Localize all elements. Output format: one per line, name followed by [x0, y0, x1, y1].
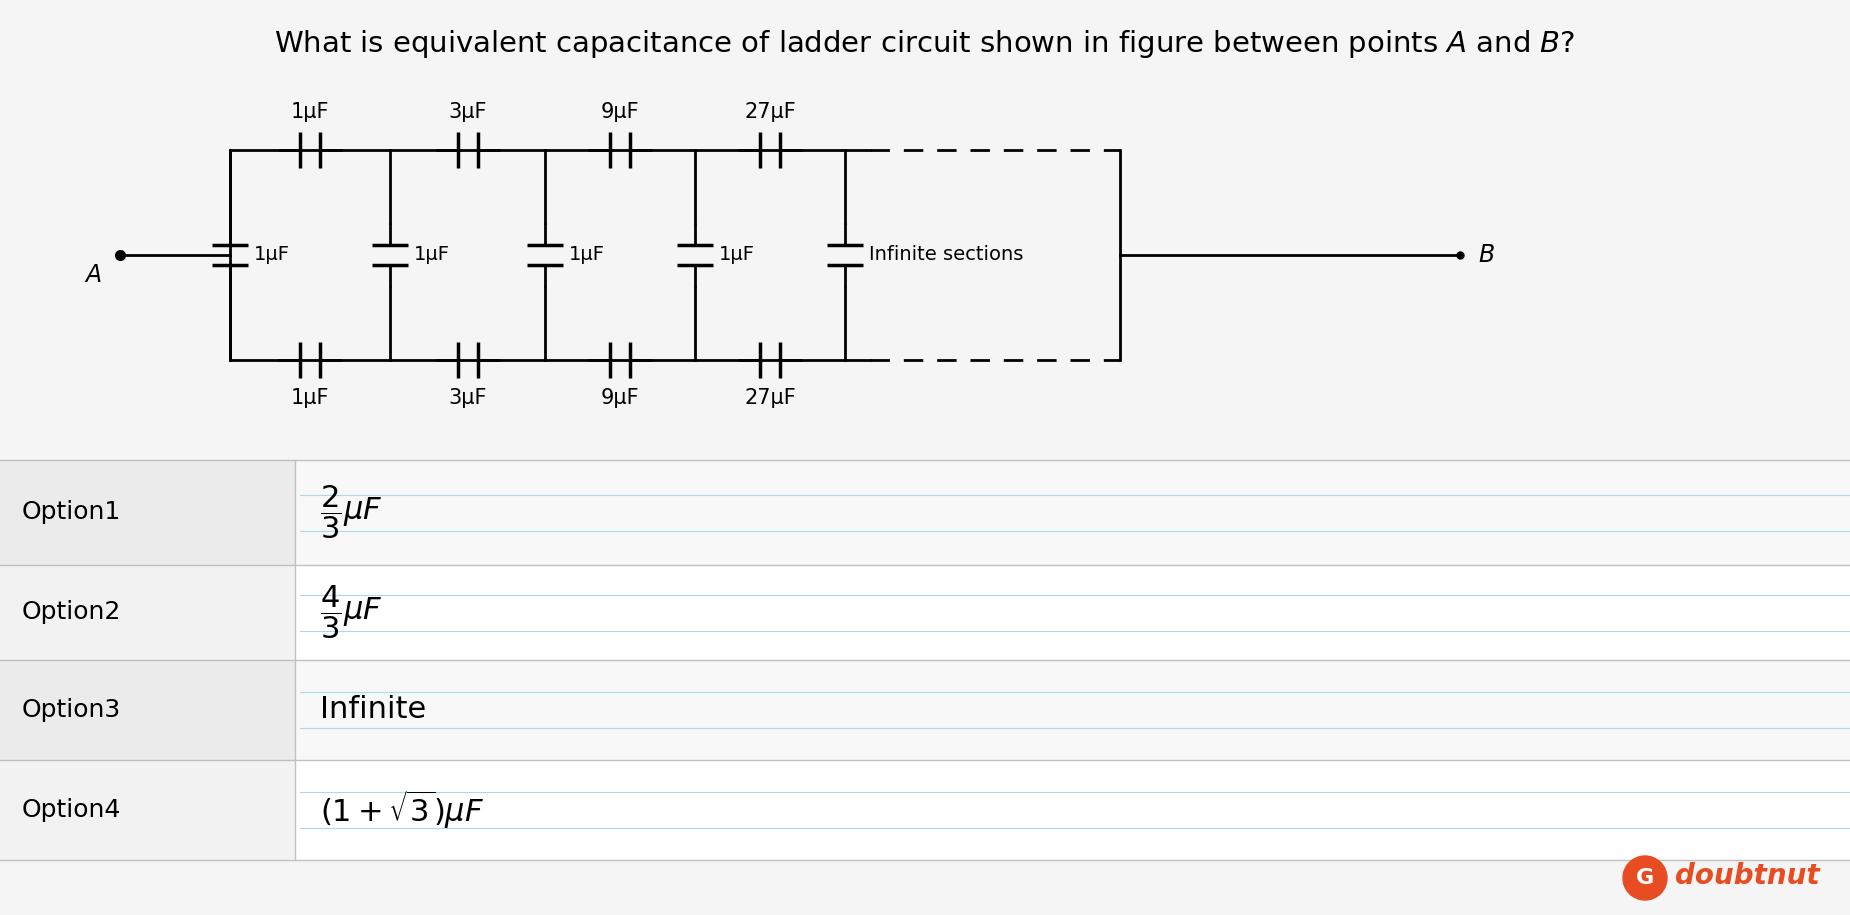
Text: Option1: Option1 [22, 501, 122, 524]
Text: 9μF: 9μF [601, 388, 640, 408]
FancyBboxPatch shape [294, 760, 1850, 860]
Text: 1μF: 1μF [290, 102, 329, 122]
Circle shape [1622, 856, 1667, 900]
Text: Option2: Option2 [22, 600, 122, 625]
Text: 3μF: 3μF [450, 102, 487, 122]
Text: 9μF: 9μF [601, 102, 640, 122]
Text: $B$: $B$ [1478, 243, 1495, 267]
FancyBboxPatch shape [0, 460, 294, 565]
Text: doubtnut: doubtnut [1676, 862, 1820, 890]
Text: $\dfrac{2}{3}\mu F$: $\dfrac{2}{3}\mu F$ [320, 484, 383, 542]
Text: G: G [1635, 868, 1654, 888]
Text: Infinite sections: Infinite sections [870, 245, 1023, 264]
Text: Option4: Option4 [22, 798, 122, 822]
FancyBboxPatch shape [0, 565, 294, 660]
FancyBboxPatch shape [0, 760, 294, 860]
Text: Infinite: Infinite [320, 695, 426, 725]
FancyBboxPatch shape [0, 660, 294, 760]
Text: What is equivalent capacitance of ladder circuit shown in figure between points : What is equivalent capacitance of ladder… [274, 28, 1576, 60]
Text: 1μF: 1μF [253, 245, 290, 264]
FancyBboxPatch shape [294, 565, 1850, 660]
Text: 27μF: 27μF [744, 388, 796, 408]
Text: 1μF: 1μF [290, 388, 329, 408]
Text: 1μF: 1μF [720, 245, 755, 264]
Text: $A$: $A$ [85, 263, 102, 287]
Text: 27μF: 27μF [744, 102, 796, 122]
Text: Option3: Option3 [22, 698, 122, 722]
Text: 3μF: 3μF [450, 388, 487, 408]
Text: 1μF: 1μF [414, 245, 450, 264]
FancyBboxPatch shape [294, 660, 1850, 760]
FancyBboxPatch shape [294, 460, 1850, 565]
Text: $(1 + \sqrt{3})\mu F$: $(1 + \sqrt{3})\mu F$ [320, 789, 485, 832]
Text: $\dfrac{4}{3}\mu F$: $\dfrac{4}{3}\mu F$ [320, 584, 383, 641]
Text: 1μF: 1μF [570, 245, 605, 264]
